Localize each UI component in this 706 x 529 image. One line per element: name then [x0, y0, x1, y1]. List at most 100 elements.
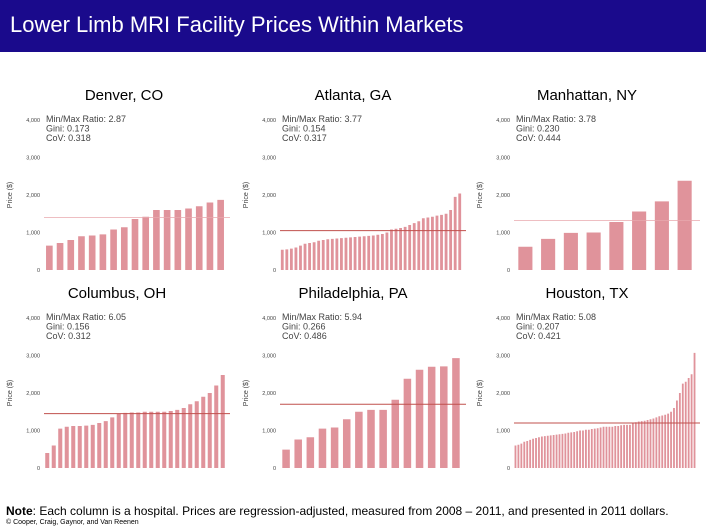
bar — [220, 375, 225, 468]
bar — [596, 428, 599, 468]
bar — [514, 445, 517, 468]
bar — [543, 436, 546, 468]
bar — [602, 426, 605, 468]
y-axis-label: Price ($) — [7, 380, 14, 406]
bar — [299, 245, 302, 270]
bar — [120, 227, 128, 270]
bar — [593, 428, 596, 468]
stat-label: Min/Max Ratio: 3.77 — [282, 114, 362, 124]
y-tick-label: 3,000 — [262, 354, 276, 360]
bar — [693, 352, 696, 468]
stat-label: Gini: 0.154 — [282, 124, 326, 134]
bar — [394, 228, 398, 270]
y-tick-label: 1,000 — [26, 231, 40, 237]
bar — [45, 453, 50, 468]
bar — [643, 420, 646, 468]
bar — [403, 378, 412, 468]
copyright: © Cooper, Craig, Gaynor, and Van Reenen — [6, 519, 139, 526]
bar — [355, 411, 363, 468]
y-tick-label: 4,000 — [262, 316, 276, 322]
bar — [214, 385, 219, 468]
bar — [88, 235, 96, 270]
bar — [317, 240, 321, 270]
bar — [435, 215, 439, 270]
bar — [217, 199, 224, 270]
bar — [168, 411, 173, 468]
bar — [421, 218, 425, 270]
bar — [558, 434, 561, 468]
chart-atlanta: Price ($) 0 1,000 2,000 3,000 4,000 Min/Max Ra… — [243, 114, 466, 274]
y-tick-label: 0 — [273, 466, 276, 472]
bar — [207, 393, 212, 468]
bar — [567, 432, 570, 468]
stat-label: Gini: 0.173 — [46, 124, 90, 134]
bar — [362, 236, 366, 270]
y-axis-label: Price ($) — [243, 380, 250, 406]
bar — [391, 399, 400, 468]
bar — [540, 436, 543, 468]
bar — [306, 437, 315, 468]
y-tick-label: 4,000 — [496, 118, 510, 124]
bar — [390, 229, 393, 270]
title-bar: Lower Limb MRI Facility Prices Within Ma… — [0, 0, 706, 52]
bar — [431, 216, 434, 270]
bar — [654, 201, 669, 270]
stat-label: Min/Max Ratio: 3.78 — [516, 114, 596, 124]
chart-title-houston: Houston, TX — [545, 285, 629, 302]
bar — [608, 426, 611, 468]
bar — [399, 228, 402, 270]
stat-label: CoV: 0.318 — [46, 133, 91, 143]
stat-label: Gini: 0.266 — [282, 322, 326, 332]
bar — [452, 358, 460, 468]
bar — [449, 210, 453, 270]
bar — [103, 421, 108, 468]
bar — [282, 449, 290, 468]
bar — [206, 202, 214, 270]
bar — [371, 235, 375, 270]
bar — [67, 240, 75, 270]
bar — [408, 225, 412, 270]
bar — [599, 427, 602, 468]
stat-label: Gini: 0.156 — [46, 322, 90, 332]
bar — [175, 409, 180, 468]
bar — [330, 427, 339, 468]
bar — [678, 393, 681, 468]
bar — [367, 409, 375, 468]
bar — [335, 238, 339, 270]
bar — [280, 249, 284, 270]
bar — [162, 411, 167, 468]
bar — [188, 404, 193, 468]
bar — [585, 429, 587, 468]
bar — [380, 234, 384, 270]
bar — [415, 369, 424, 468]
y-tick-label: 1,000 — [262, 231, 276, 237]
bar — [294, 247, 298, 270]
bar — [318, 428, 327, 468]
y-tick-label: 2,000 — [262, 391, 276, 397]
bar — [367, 235, 371, 270]
stat-label: CoV: 0.444 — [516, 133, 561, 143]
bar — [453, 196, 457, 270]
y-tick-label: 4,000 — [496, 316, 510, 322]
y-axis-label: Price ($) — [477, 380, 484, 406]
bar — [518, 246, 533, 270]
bar — [417, 221, 421, 270]
bar — [142, 216, 150, 270]
bar — [605, 426, 608, 468]
bar — [617, 426, 620, 468]
y-tick-label: 0 — [37, 466, 40, 472]
bar — [78, 236, 85, 270]
bar — [97, 423, 102, 468]
bar — [646, 420, 649, 468]
bar — [58, 428, 63, 468]
bar — [195, 206, 203, 270]
bar — [155, 411, 160, 468]
bar — [587, 429, 590, 468]
bar — [110, 229, 117, 270]
chart-title-atlanta: Atlanta, GA — [314, 87, 392, 104]
bar — [637, 421, 640, 468]
bar — [56, 243, 64, 270]
y-tick-label: 4,000 — [26, 316, 40, 322]
bar — [303, 243, 307, 270]
bar — [77, 426, 82, 468]
